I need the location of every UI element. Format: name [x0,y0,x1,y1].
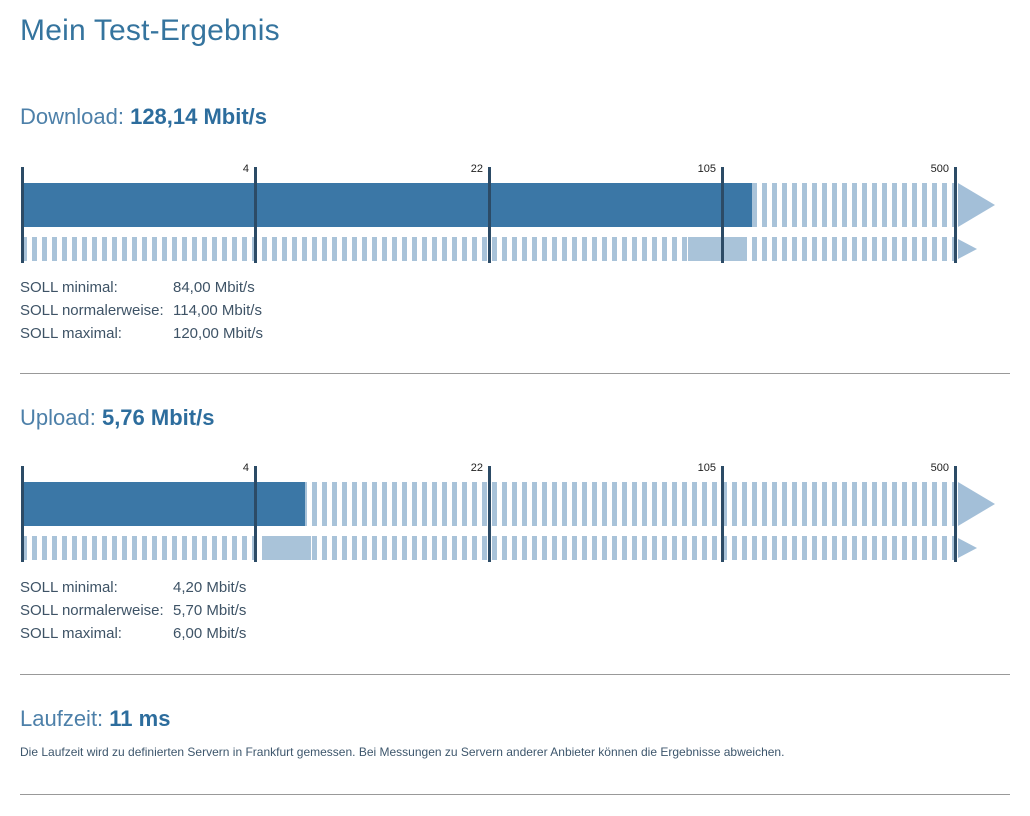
soll-row-label: SOLL normalerweise: [20,302,164,319]
latency-section: Laufzeit: 11 ms Die Laufzeit wird zu def… [20,706,1010,759]
soll-row-value: 120,00 Mbit/s [173,325,264,342]
axis-tick-line [721,466,724,562]
soll-row: SOLL minimal: 4,20 Mbit/s [20,576,1010,599]
section-divider [20,674,1010,675]
latency-heading-value: 11 ms [109,706,171,731]
scale-arrow-icon [958,183,995,227]
download-chart: 4 22 105 500 [20,163,1010,263]
axis-tick-label: 500 [930,462,949,474]
section-divider [20,373,1010,374]
soll-row-value: 114,00 Mbit/s [173,302,262,319]
soll-row-label: SOLL maximal: [20,325,122,342]
latency-heading: Laufzeit: 11 ms [20,706,1010,732]
download-soll-table: SOLL minimal: 84,00 Mbit/s SOLL normaler… [20,276,1010,345]
soll-row: SOLL normalerweise: 114,00 Mbit/s [20,299,1010,322]
soll-row-label: SOLL normalerweise: [20,602,164,619]
download-heading-label: Download: [20,104,131,129]
axis-tick-line [254,167,257,263]
download-soll-range-fill [688,237,742,261]
scale-arrow-icon [958,482,995,526]
axis-tick-label: 22 [470,163,483,175]
download-heading-value: 128,14 Mbit/s [130,104,268,129]
axis-tick-line [254,466,257,562]
soll-row: SOLL maximal: 120,00 Mbit/s [20,322,1010,345]
axis-tick-line [21,466,24,562]
axis-tick-label: 4 [242,163,249,175]
upload-heading: Upload: 5,76 Mbit/s [20,405,1010,431]
upload-soll-table: SOLL minimal: 4,20 Mbit/s SOLL normalerw… [20,576,1010,645]
latency-heading-label: Laufzeit: [20,706,110,731]
axis-tick-line [954,167,957,263]
axis-tick-label: 105 [697,462,716,474]
soll-row-label: SOLL minimal: [20,579,118,596]
scale-arrow-small-icon [958,239,977,259]
upload-section: Upload: 5,76 Mbit/s 4 22 105 500 SOLL minim… [20,405,1010,645]
soll-row-value: 84,00 Mbit/s [173,279,255,296]
soll-row: SOLL minimal: 84,00 Mbit/s [20,276,1010,299]
axis-tick-label: 500 [930,163,949,175]
soll-row-value: 6,00 Mbit/s [173,625,247,642]
latency-note: Die Laufzeit wird zu definierten Servern… [20,745,785,759]
axis-tick-line [721,167,724,263]
upload-measured-fill [22,482,305,526]
download-section: Download: 128,14 Mbit/s 4 22 105 500 SOLL m… [20,104,1010,345]
scale-arrow-small-icon [958,538,977,558]
page-title: Mein Test-Ergebnis [20,14,280,47]
axis-tick-line [488,466,491,562]
soll-row: SOLL maximal: 6,00 Mbit/s [20,622,1010,645]
download-heading: Download: 128,14 Mbit/s [20,104,1010,130]
upload-heading-value: 5,76 Mbit/s [101,405,215,430]
axis-tick-label: 4 [242,462,249,474]
axis-tick-label: 105 [697,163,716,175]
upload-heading-label: Upload: [20,405,102,430]
axis-tick-line [21,167,24,263]
section-divider [20,794,1010,795]
soll-row-value: 5,70 Mbit/s [173,602,247,619]
soll-row: SOLL normalerweise: 5,70 Mbit/s [20,599,1010,622]
axis-tick-line [488,167,491,263]
soll-row-value: 4,20 Mbit/s [173,579,247,596]
upload-soll-range-fill [262,536,311,560]
soll-row-label: SOLL maximal: [20,625,122,642]
results-page: Mein Test-Ergebnis Download: 128,14 Mbit… [20,14,1010,795]
axis-tick-line [954,466,957,562]
soll-row-label: SOLL minimal: [20,279,118,296]
axis-tick-label: 22 [470,462,483,474]
upload-chart: 4 22 105 500 [20,462,1010,562]
download-measured-fill [22,183,752,227]
